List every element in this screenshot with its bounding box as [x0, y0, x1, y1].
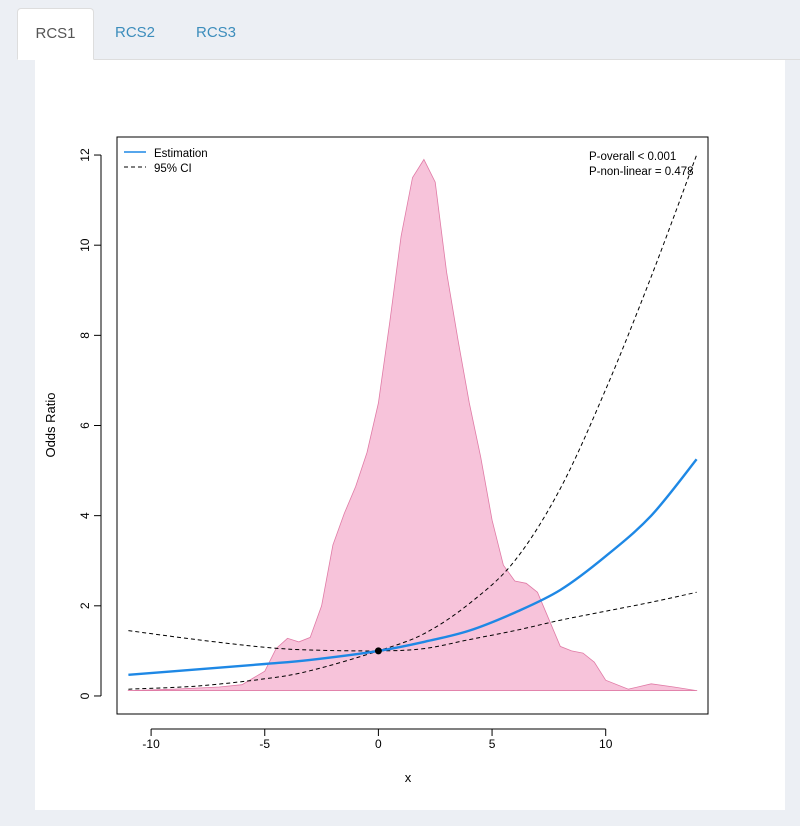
y-tick-label: 0 [78, 692, 92, 699]
p-nonlinear-text: P-non-linear = 0.478 [589, 166, 694, 178]
x-tick-label: 0 [375, 737, 382, 751]
density-area [127, 158, 698, 692]
tab-rcs1[interactable]: RCS1 [17, 8, 94, 60]
y-tick-label: 8 [78, 332, 92, 339]
y-tick-label: 10 [78, 238, 92, 252]
x-tick-label: -10 [142, 737, 160, 751]
rcs-chart: -10 -5 0 5 10 0 2 4 6 8 10 12 x Odds Ratio Estimati… [43, 136, 709, 785]
y-axis-label: Odds Ratio [43, 392, 58, 457]
y-tick-label: 4 [78, 512, 92, 519]
estimation-line [128, 458, 698, 676]
x-axis-label: x [405, 770, 412, 785]
legend-ci-label: 95% CI [154, 163, 192, 175]
y-tick-label: 6 [78, 422, 92, 429]
x-tick-label: -5 [259, 737, 270, 751]
x-tick-label: 5 [489, 737, 496, 751]
plot-frame [116, 136, 709, 715]
y-tick-label: 12 [78, 148, 92, 162]
legend: Estimation 95% CI [124, 148, 208, 175]
ci-lower-line [128, 591, 697, 652]
tab-rcs2[interactable]: RCS2 [114, 24, 155, 41]
ci-upper-line [128, 154, 698, 690]
tab-bar: RCS1 RCS2 RCS3 [0, 0, 800, 60]
x-tick-label: 10 [599, 737, 613, 751]
reference-point [374, 647, 382, 655]
tab-rcs3[interactable]: RCS3 [195, 24, 236, 41]
tab-divider [94, 59, 800, 60]
legend-estimation-label: Estimation [154, 148, 208, 160]
y-tick-label: 2 [78, 602, 92, 609]
p-value-annotations: P-overall < 0.001 P-non-linear = 0.478 [589, 151, 694, 178]
p-overall-text: P-overall < 0.001 [589, 151, 676, 163]
tab-panel: -10 -5 0 5 10 0 2 4 6 8 10 12 x Odds Ratio Estimati… [35, 60, 785, 810]
